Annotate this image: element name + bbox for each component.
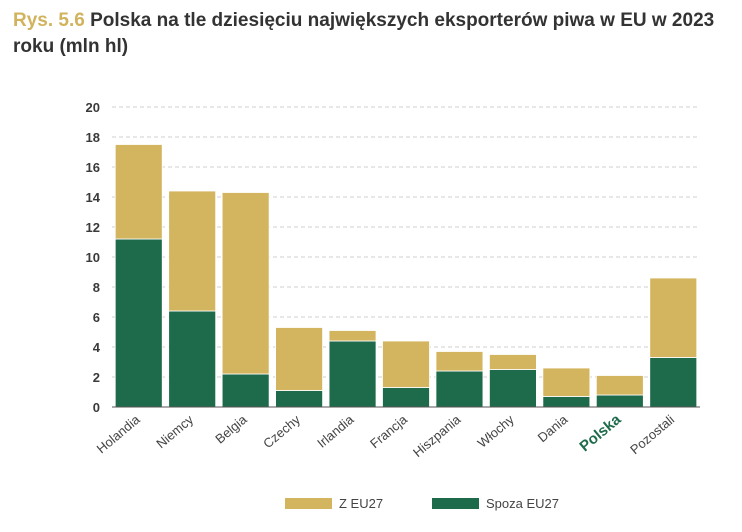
x-tick-label: Dania [535, 411, 571, 445]
bar-segment [168, 310, 217, 408]
bar-segment [328, 340, 377, 408]
bar-segment [328, 330, 377, 342]
x-tick-label: Holandia [94, 411, 144, 456]
bar-segment [649, 277, 698, 358]
bar-segment [221, 373, 270, 408]
y-tick-label: 4 [93, 340, 101, 355]
bars [114, 144, 698, 408]
bar-segment [542, 396, 591, 408]
bar-segment [168, 190, 217, 312]
bar-segment [435, 351, 484, 372]
bar-segment [275, 390, 323, 408]
x-tick-label: Włochy [475, 411, 518, 450]
legend-swatch [432, 498, 479, 509]
y-tick-label: 8 [93, 280, 100, 295]
chart-title: Rys. 5.6 Polska na tle dziesięciu najwię… [13, 8, 733, 60]
x-tick-label: Pozostali [627, 412, 677, 457]
figure-number: Rys. 5.6 [13, 10, 85, 31]
x-tick-label: Francja [367, 411, 410, 451]
bar-segment [649, 357, 698, 408]
x-tick-label: Czechy [260, 411, 303, 451]
legend: Z EU27 Spoza EU27 [285, 496, 559, 511]
bar-segment [542, 367, 591, 397]
y-axis-ticks: 0 2 4 6 8 10 12 14 16 18 20 [86, 100, 101, 415]
x-tick-label: Belgia [212, 411, 250, 446]
bar-segment [221, 192, 270, 375]
y-tick-label: 2 [93, 370, 100, 385]
bar-segment [275, 327, 323, 391]
y-tick-label: 6 [93, 310, 100, 325]
bar-segment [595, 375, 644, 396]
bar-segment [114, 144, 163, 240]
x-tick-label: Hiszpania [410, 411, 464, 460]
bar-segment [382, 387, 430, 408]
bar-segment [489, 354, 537, 370]
y-tick-label: 0 [93, 400, 100, 415]
x-tick-label: Irlandia [314, 411, 357, 450]
y-tick-label: 18 [86, 130, 100, 145]
y-tick-label: 20 [86, 100, 100, 115]
bar-segment [595, 394, 644, 408]
y-tick-label: 14 [86, 190, 101, 205]
y-tick-label: 10 [86, 250, 100, 265]
bar-segment [382, 340, 430, 388]
chart-title-text: Polska na tle dziesięciu największych ek… [13, 10, 715, 57]
bar-segment [489, 369, 537, 408]
legend-swatch [285, 498, 332, 509]
bar-segment [435, 370, 484, 408]
y-tick-label: 16 [86, 160, 100, 175]
legend-label: Spoza EU27 [486, 496, 559, 511]
x-tick-label: Niemcy [153, 411, 196, 451]
x-tick-label: Polska [576, 411, 624, 456]
bar-segment [114, 238, 163, 408]
y-tick-label: 12 [86, 220, 100, 235]
x-axis-ticks: Holandia Niemcy Belgia Czechy Irlandia Francj… [94, 411, 678, 460]
legend-label: Z EU27 [339, 496, 383, 511]
